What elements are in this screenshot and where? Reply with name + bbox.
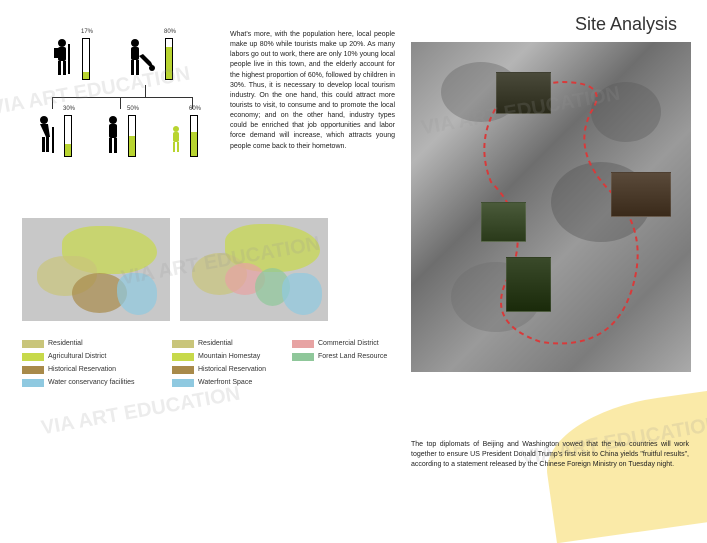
caption-text: The top diplomats of Beijing and Washing… (411, 440, 689, 470)
legend-swatch (172, 366, 194, 374)
body-text: What's more, with the population here, l… (230, 30, 395, 152)
map-shape-water (282, 273, 322, 315)
page: Site Analysis 17% 80% 30% (0, 0, 707, 500)
bar-local: 80% (165, 38, 173, 80)
legend-left: Residential Agricultural District Historic… (22, 338, 135, 390)
bar-local-label: 80% (160, 29, 180, 35)
legend-item: Water conservancy facilities (22, 377, 135, 388)
page-title: Site Analysis (575, 14, 677, 35)
demographics-diagram: 17% 80% 30% 50% (20, 30, 220, 200)
bar-elderly-label: 30% (59, 106, 79, 112)
collage-tree (506, 257, 551, 312)
hiker-icon (50, 38, 76, 83)
legend-item: Residential (22, 338, 135, 349)
legend-item: Residential (172, 338, 266, 349)
bar-child: 60% (190, 115, 198, 157)
collage-building (611, 172, 671, 217)
legend-item: Historical Reservation (22, 364, 135, 375)
legend-label: Agricultural District (48, 353, 106, 360)
legend-swatch (292, 353, 314, 361)
bar-labor-fill (129, 136, 135, 156)
legend-item: Agricultural District (22, 351, 135, 362)
legend-item: Waterfront Space (172, 377, 266, 388)
legend-item: Commercial District (292, 338, 387, 349)
tree-line (52, 97, 53, 109)
watermark: VIA ART EDUCATION (40, 383, 242, 441)
elderly-icon (34, 115, 60, 160)
map-right (180, 218, 328, 321)
bar-local-fill (166, 47, 172, 79)
legend-swatch (22, 366, 44, 374)
legend-right: Commercial District Forest Land Resource (292, 338, 387, 364)
legend-item: Historical Reservation (172, 364, 266, 375)
bar-tourist-fill (83, 72, 89, 79)
legend-swatch (22, 340, 44, 348)
bar-labor-label: 50% (123, 106, 143, 112)
bar-elderly-fill (65, 144, 71, 156)
walker-icon (125, 38, 159, 83)
map-left (22, 218, 170, 321)
legend-label: Water conservancy facilities (48, 379, 135, 386)
legend-label: Residential (48, 340, 83, 347)
legend-swatch (172, 379, 194, 387)
legend-item: Mountain Homestay (172, 351, 266, 362)
legend-swatch (172, 340, 194, 348)
bar-child-label: 60% (185, 106, 205, 112)
tree-line (120, 97, 121, 109)
legend-swatch (172, 353, 194, 361)
bar-child-fill (191, 132, 197, 156)
legend-label: Mountain Homestay (198, 353, 260, 360)
bar-labor: 50% (128, 115, 136, 157)
collage-landscape (481, 202, 526, 242)
collage-building (496, 72, 551, 114)
legend-mid: Residential Mountain Homestay Historical R… (172, 338, 266, 390)
legend-label: Residential (198, 340, 233, 347)
legend-label: Waterfront Space (198, 379, 252, 386)
bar-tourist-label: 17% (77, 29, 97, 35)
legend-swatch (292, 340, 314, 348)
tree-line (52, 97, 192, 98)
legend-label: Commercial District (318, 340, 379, 347)
aerial-map (411, 42, 691, 372)
legend-swatch (22, 379, 44, 387)
labor-icon (102, 115, 124, 160)
legend-label: Forest Land Resource (318, 353, 387, 360)
child-icon (168, 125, 184, 160)
legend-label: Historical Reservation (198, 366, 266, 373)
bar-elderly: 30% (64, 115, 72, 157)
legend-label: Historical Reservation (48, 366, 116, 373)
bar-tourist: 17% (82, 38, 90, 80)
map-shape-water (117, 273, 157, 315)
tree-line (145, 85, 146, 97)
legend-item: Forest Land Resource (292, 351, 387, 362)
legend-swatch (22, 353, 44, 361)
